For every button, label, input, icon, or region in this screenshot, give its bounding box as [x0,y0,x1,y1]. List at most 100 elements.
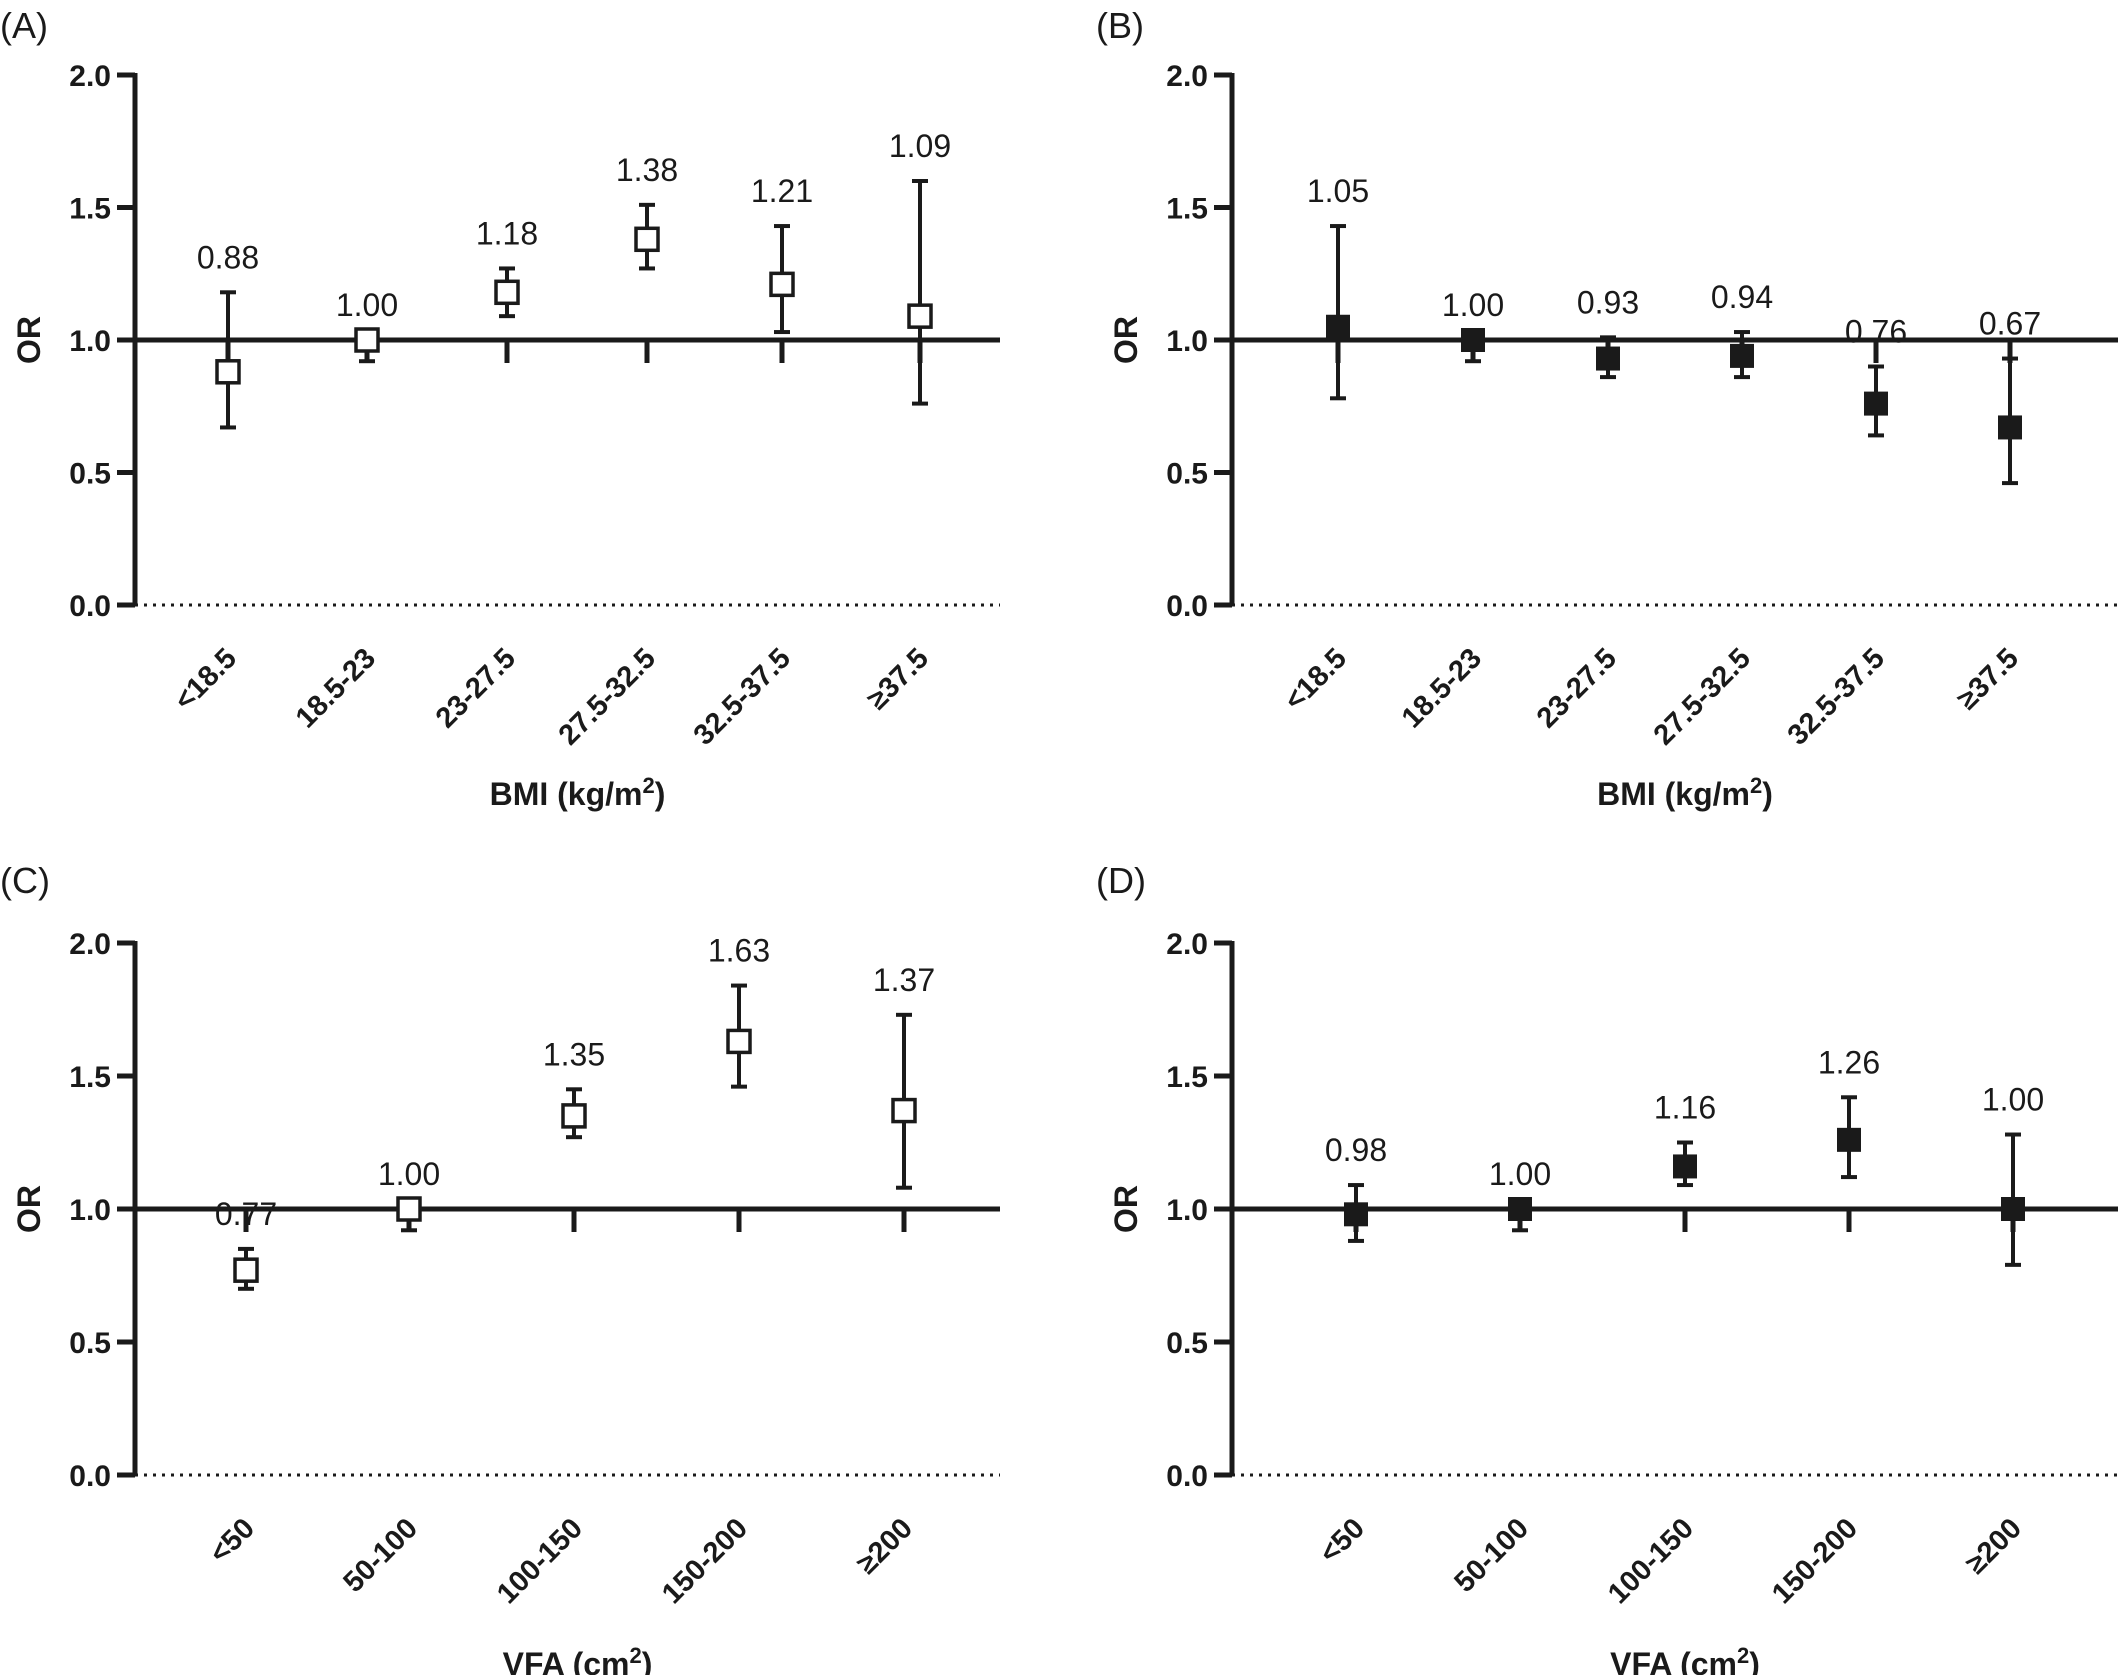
y-tick-label: 0.0 [69,1460,111,1493]
data-point [2001,1197,2025,1221]
data-point [1596,346,1620,371]
value-label: 1.35 [543,1036,605,1072]
panel-label: (C) [0,860,50,901]
value-label: 1.09 [889,128,951,164]
chart-panel-a: (A) 0.0 0.5 1.0 1.5 2.0 OR <18.5 18.5-23 23-27.5 2… [0,5,1000,812]
x-tick-label: ≥200 [1960,1512,2028,1580]
chart-panel-d: (D) 0.0 0.5 1.0 1.5 2.0 OR <50 50-100 100-150 150-… [1096,860,2118,1675]
y-tick-label: 0.0 [69,590,111,623]
x-tick-label: 100-150 [491,1512,589,1610]
value-label: 1.00 [1442,287,1504,323]
y-tick-label: 1.5 [69,193,111,226]
panel-label: (B) [1096,5,1144,46]
y-tick-label: 2.0 [69,60,111,93]
x-tick-label: <18.5 [1278,642,1353,717]
x-tick-label: 100-150 [1602,1512,1700,1610]
x-tick-label: ≥200 [851,1512,919,1580]
value-label: 0.76 [1845,314,1907,350]
panel-label: (A) [0,5,48,46]
data-point [1673,1154,1697,1179]
x-axis-label: BMI (kg/m2) [1597,773,1773,813]
value-label: 1.00 [1489,1156,1551,1192]
x-axis-label: VFA (cm2) [1610,1643,1760,1675]
data-point [726,1028,752,1055]
data-point [1461,328,1485,352]
data-point [215,359,241,385]
chart-panel-b: (B) 0.0 0.5 1.0 1.5 2.0 OR <18.5 18.5-23 23-27.5 2… [1096,5,2118,812]
x-tick-label: 50-100 [1448,1512,1534,1598]
y-tick-label: 2.0 [69,928,111,961]
x-tick-label: 50-100 [337,1512,423,1598]
data-point [233,1257,259,1283]
y-tick-label: 0.5 [1166,458,1208,491]
x-tick-label: 150-200 [656,1512,754,1610]
data-point [907,303,933,329]
x-tick-label: 32.5-37.5 [688,642,797,751]
value-label: 1.21 [751,173,813,209]
y-tick-label: 1.0 [69,1194,111,1227]
data-point [1998,415,2022,440]
y-tick-label: 2.0 [1166,60,1208,93]
x-tick-label: 27.5-32.5 [1648,642,1757,751]
data-point [354,327,380,353]
y-axis-label: OR [1108,316,1144,364]
x-tick-label: 18.5-23 [290,642,382,734]
y-axis-label: OR [11,316,47,364]
value-label: 1.16 [1654,1090,1716,1126]
chart-panel-c: (C) 0.0 0.5 1.0 1.5 2.0 OR <50 50-100 100-150 150-… [0,860,1000,1675]
data-point [1730,343,1754,368]
y-tick-label: 0.5 [69,1327,111,1360]
value-label: 1.37 [873,962,935,998]
x-tick-label: ≥37.5 [1951,642,2025,716]
x-tick-label: 23-27.5 [430,642,522,734]
value-label: 1.05 [1307,173,1369,209]
value-label: 1.00 [336,287,398,323]
data-point [1508,1197,1532,1221]
y-tick-label: 1.5 [1166,1061,1208,1094]
value-label: 0.94 [1711,279,1773,315]
y-tick-label: 1.5 [69,1061,111,1094]
x-tick-label: 18.5-23 [1396,642,1488,734]
data-point [494,279,520,306]
x-tick-label: 23-27.5 [1531,642,1623,734]
x-tick-label: <50 [204,1512,261,1569]
y-tick-label: 1.0 [69,325,111,358]
value-label: 0.98 [1325,1132,1387,1168]
x-tick-label: 150-200 [1766,1512,1864,1610]
y-tick-label: 1.5 [1166,193,1208,226]
value-label: 1.00 [1982,1082,2044,1118]
y-tick-label: 1.0 [1166,1194,1208,1227]
y-tick-label: 0.0 [1166,590,1208,623]
data-point [769,271,795,298]
x-tick-label: 32.5-37.5 [1782,642,1891,751]
y-tick-label: 2.0 [1166,928,1208,961]
x-tick-label: ≥37.5 [861,642,935,716]
y-tick-label: 0.5 [1166,1327,1208,1360]
y-axis-label: OR [11,1185,47,1233]
value-label: 0.77 [215,1196,277,1232]
data-point [634,226,660,253]
value-label: 1.63 [708,933,770,969]
y-tick-label: 0.0 [1166,1460,1208,1493]
value-label: 1.38 [616,152,678,188]
data-point [891,1097,917,1124]
value-label: 1.18 [476,215,538,251]
data-point [561,1103,587,1129]
data-point [396,1196,422,1222]
x-axis-label: BMI (kg/m2) [490,773,666,813]
value-label: 1.26 [1818,1044,1880,1080]
y-axis-label: OR [1108,1185,1144,1233]
x-tick-label: <18.5 [168,642,243,717]
data-point [1864,391,1888,416]
x-tick-label: <50 [1314,1512,1371,1569]
x-axis-label: VFA (cm2) [503,1643,653,1675]
data-point [1326,314,1350,339]
value-label: 1.00 [378,1156,440,1192]
value-label: 0.93 [1577,284,1639,320]
y-tick-label: 0.5 [69,458,111,491]
value-label: 0.88 [197,239,259,275]
value-label: 0.67 [1979,306,2041,342]
y-tick-label: 1.0 [1166,325,1208,358]
data-point [1344,1202,1368,1227]
